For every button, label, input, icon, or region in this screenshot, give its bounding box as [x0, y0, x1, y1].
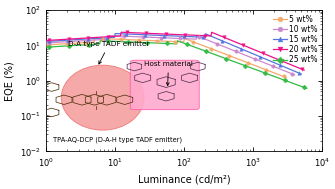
X-axis label: Luminance (cd/m²): Luminance (cd/m²)	[138, 174, 230, 184]
Text: Host material: Host material	[144, 61, 193, 85]
Legend: 5 wt%, 10 wt%, 15 wt%, 20 wt%, 25 wt%: 5 wt%, 10 wt%, 15 wt%, 20 wt%, 25 wt%	[272, 14, 318, 65]
Text: D-A type TADF emitter: D-A type TADF emitter	[68, 42, 150, 64]
Y-axis label: EQE (%): EQE (%)	[5, 61, 15, 101]
Text: TPA-AQ-DCP (D-A-H type TADF emitter): TPA-AQ-DCP (D-A-H type TADF emitter)	[53, 136, 182, 143]
Ellipse shape	[61, 65, 144, 130]
FancyBboxPatch shape	[130, 60, 199, 110]
